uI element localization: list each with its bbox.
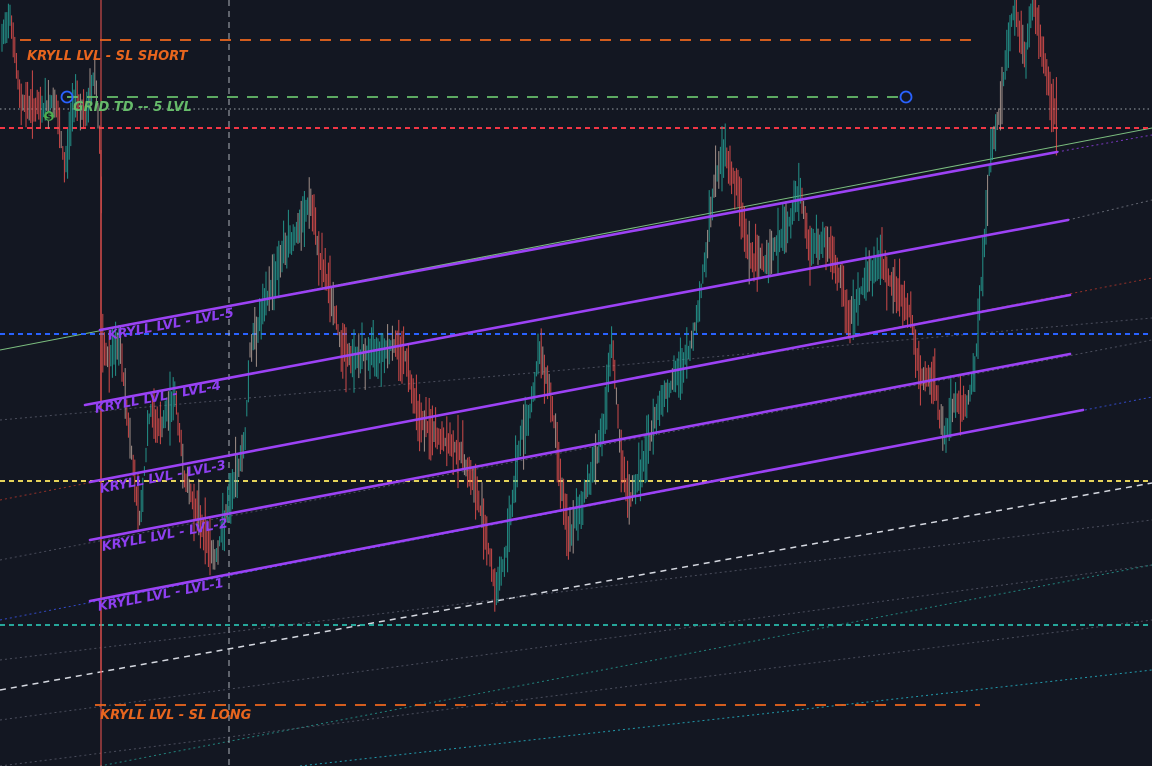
trend-line	[0, 339, 1152, 561]
trend-line	[299, 669, 1152, 766]
channel-level-line[interactable]	[88, 352, 1072, 542]
trend-line	[1067, 199, 1152, 221]
channel-level-line[interactable]	[83, 218, 1070, 407]
horizontal-levels	[0, 108, 1152, 626]
chart-markers: $	[44, 90, 913, 123]
trend-line	[0, 564, 1152, 721]
label-grid-td: GRID TD -- 5 LVL	[73, 100, 192, 115]
label-sl-short: KRYLL LVL - SL SHORT	[27, 49, 188, 64]
dollar-badge-icon	[44, 111, 54, 121]
channel-level-line[interactable]	[88, 293, 1072, 484]
kryll-channel-levels[interactable]	[83, 150, 1085, 603]
anchor-circle-icon[interactable]	[60, 90, 74, 104]
candlestick-series	[1, 0, 1057, 680]
trend-line	[0, 619, 1152, 766]
channel-level-line[interactable]	[98, 150, 1059, 332]
trend-line	[1056, 134, 1152, 153]
trend-line	[99, 564, 1152, 766]
dollar-glyph: $	[46, 113, 52, 123]
anchor-circle-icon[interactable]	[899, 90, 913, 104]
label-sl-long: KRYLL LVL - SL LONG	[100, 708, 252, 723]
trend-line	[0, 482, 1152, 691]
trend-line	[0, 519, 1152, 661]
channel-level-line[interactable]	[88, 408, 1085, 603]
sl-and-grid-lines[interactable]	[20, 39, 980, 706]
